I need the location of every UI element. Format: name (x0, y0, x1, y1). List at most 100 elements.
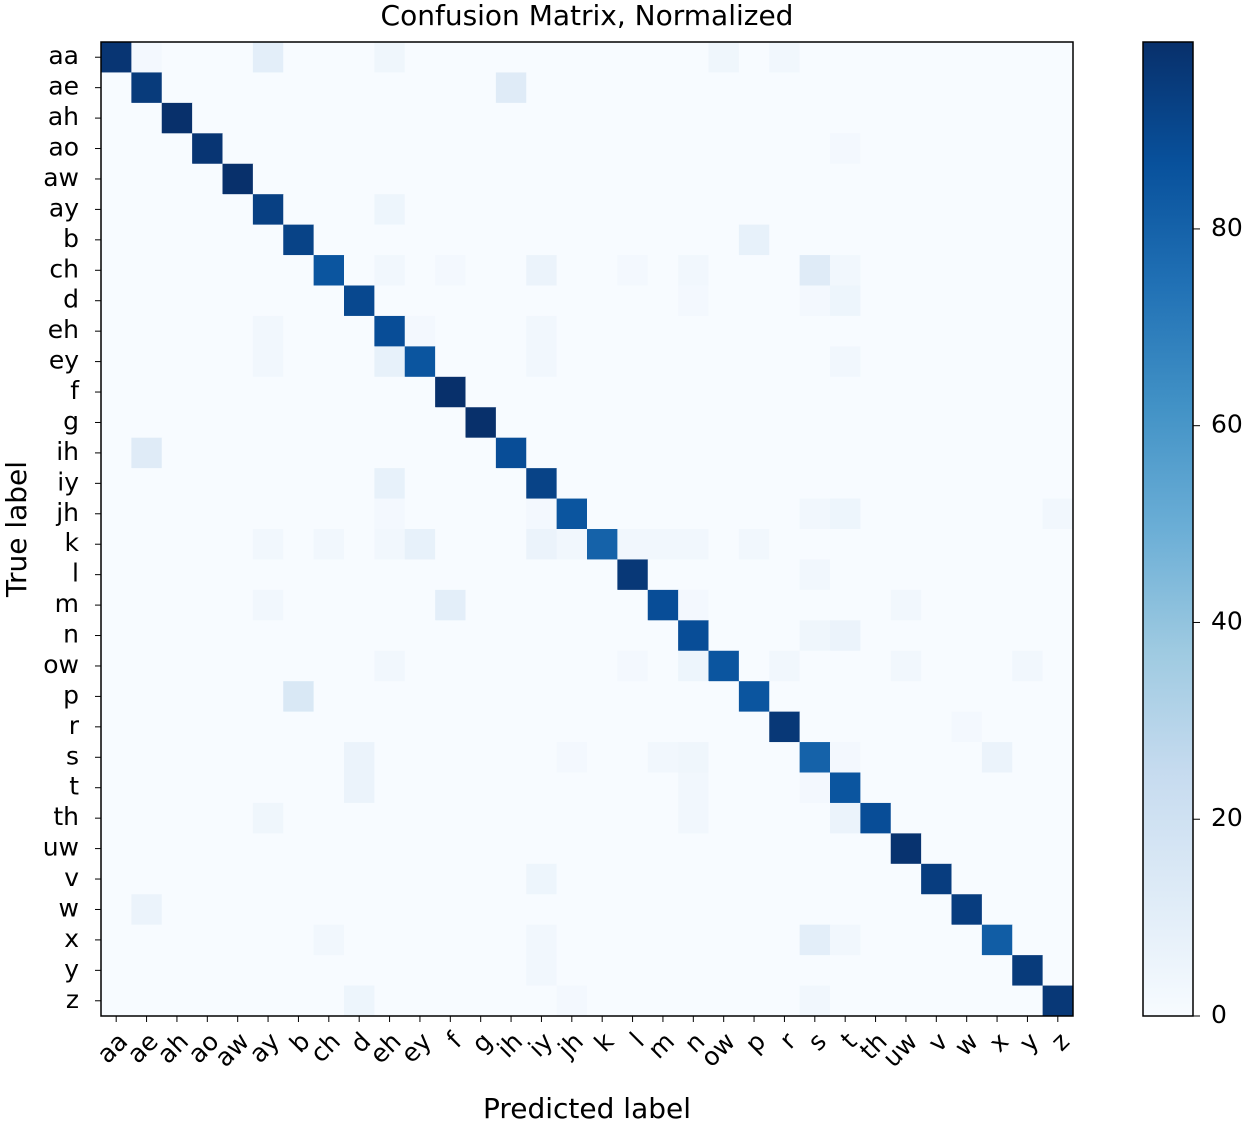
cell (344, 833, 375, 865)
cell (101, 833, 132, 865)
cell (830, 863, 861, 895)
cell (526, 437, 558, 469)
cell (101, 315, 132, 347)
cell (556, 833, 588, 865)
cell (738, 224, 770, 256)
cell (252, 559, 284, 591)
cell (1042, 102, 1074, 134)
cell (313, 833, 345, 865)
cell (161, 498, 193, 530)
cell (921, 224, 952, 256)
cell (344, 772, 375, 804)
cell (647, 955, 679, 987)
cell (708, 620, 740, 652)
cell (769, 102, 801, 134)
cell (283, 224, 315, 256)
cell (101, 742, 132, 773)
cell (890, 894, 922, 926)
cell (647, 863, 679, 895)
cell (678, 620, 709, 652)
cell (526, 376, 558, 408)
cell (526, 102, 558, 134)
cell (860, 589, 892, 621)
cell (404, 589, 436, 621)
cell (921, 833, 952, 865)
cell (131, 559, 163, 591)
cell (647, 407, 679, 439)
cell (465, 133, 497, 165)
cell (404, 650, 436, 682)
colorbar-tick-label: 20 (1211, 803, 1243, 832)
y-tick-label: d (63, 285, 79, 314)
cell (890, 315, 922, 347)
cell (495, 468, 527, 500)
cell (921, 72, 952, 104)
cell (313, 133, 345, 165)
cell (738, 163, 770, 195)
cell (283, 498, 315, 530)
cell (465, 407, 497, 439)
x-tick-label: uw (877, 1027, 923, 1073)
cell (374, 650, 406, 682)
cell (921, 285, 952, 317)
cell (951, 833, 983, 865)
cell (769, 985, 801, 1017)
cell (344, 315, 375, 347)
cell (1012, 559, 1044, 591)
cell (830, 194, 861, 226)
cell (708, 894, 740, 926)
cell (647, 650, 679, 682)
cell (435, 72, 466, 104)
cell (860, 376, 892, 408)
cell (678, 802, 709, 834)
cell (981, 985, 1013, 1017)
cell (344, 224, 375, 256)
cell (161, 894, 193, 926)
cell (617, 285, 649, 317)
cell (526, 681, 558, 713)
cell (252, 802, 284, 834)
y-tick-label: p (63, 680, 79, 709)
cell (708, 498, 740, 530)
cell (799, 802, 831, 834)
cell (678, 194, 709, 226)
cell (435, 985, 466, 1017)
cell (799, 468, 831, 500)
cell (890, 833, 922, 865)
cell (587, 376, 618, 408)
cell (495, 498, 527, 530)
cell (313, 468, 345, 500)
cell (374, 620, 406, 652)
cell (161, 802, 193, 834)
cell (192, 163, 223, 195)
cell (556, 346, 588, 378)
cell (344, 955, 375, 987)
cell (465, 346, 497, 378)
cell (313, 559, 345, 591)
cell (830, 955, 861, 987)
cell (890, 863, 922, 895)
cell (131, 346, 163, 378)
cell (344, 285, 375, 317)
cell (435, 407, 466, 439)
x-tick-label: y (1014, 1027, 1045, 1058)
cell (192, 255, 223, 286)
cell (921, 894, 952, 926)
cell (435, 924, 466, 956)
cell (192, 894, 223, 926)
cell (981, 833, 1013, 865)
cell (252, 620, 284, 652)
cell (769, 224, 801, 256)
cell (860, 163, 892, 195)
cell (738, 620, 770, 652)
cell (799, 42, 831, 73)
cell (526, 72, 558, 104)
cell (161, 285, 193, 317)
cell (313, 681, 345, 713)
cell (708, 863, 740, 895)
cell (708, 924, 740, 956)
cell (131, 163, 163, 195)
cell (526, 163, 558, 195)
cell (1042, 802, 1074, 834)
cell (617, 620, 649, 652)
